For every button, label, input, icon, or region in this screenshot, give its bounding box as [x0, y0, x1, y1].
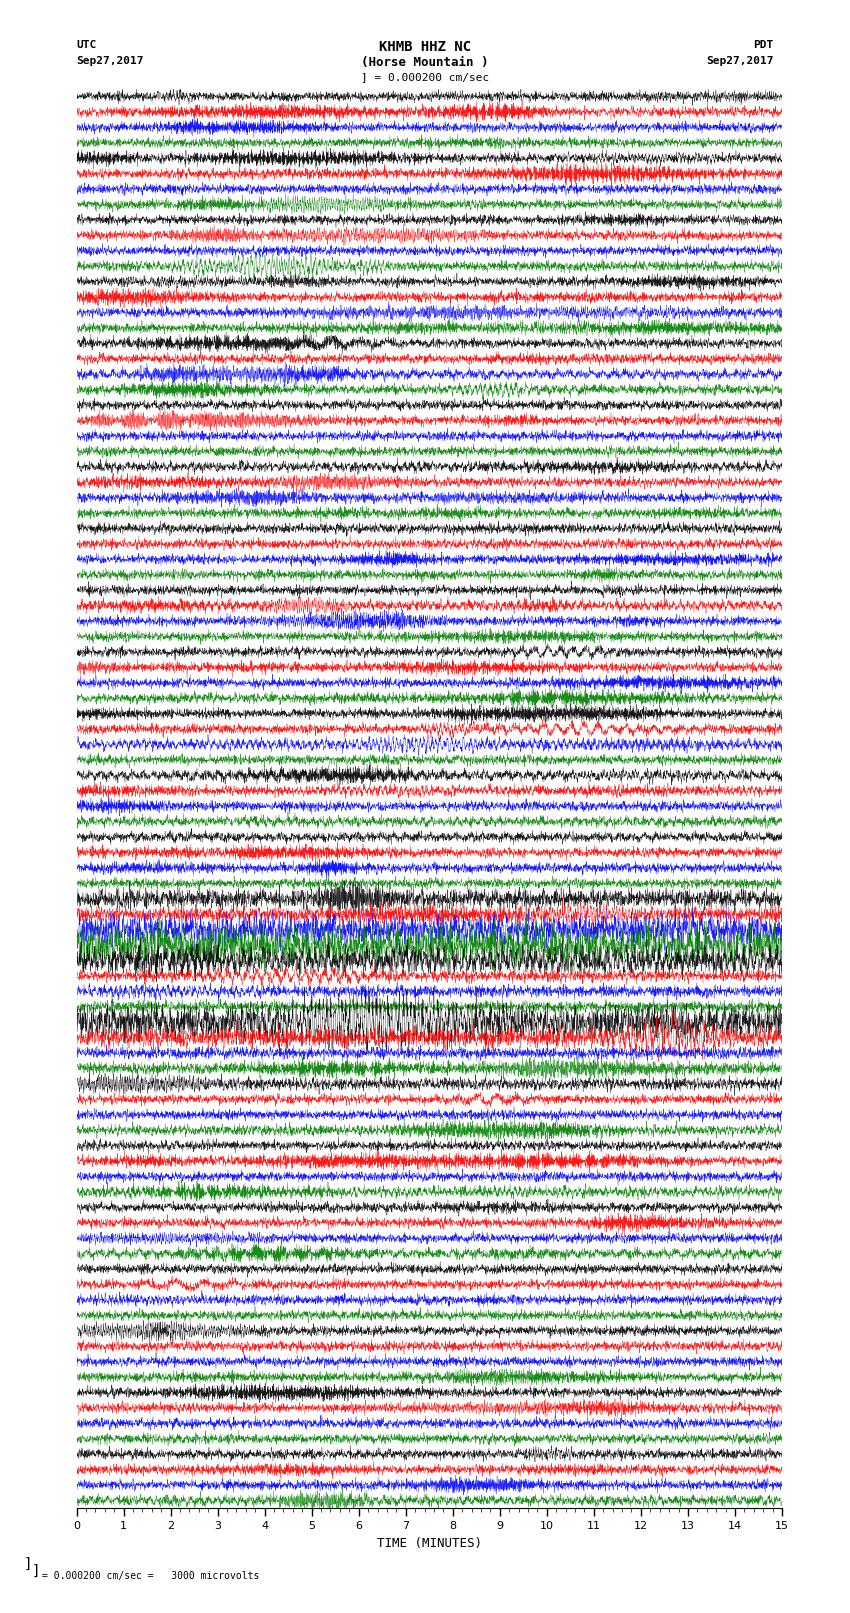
Text: UTC: UTC — [76, 40, 97, 50]
Text: PDT: PDT — [753, 40, 774, 50]
Text: ]: ] — [31, 1563, 40, 1578]
Text: (Horse Mountain ): (Horse Mountain ) — [361, 56, 489, 69]
Text: Sep27,2017: Sep27,2017 — [76, 56, 144, 66]
Text: ]: ] — [24, 1557, 32, 1571]
Text: Sep27,2017: Sep27,2017 — [706, 56, 774, 66]
Text: ] = 0.000200 cm/sec: ] = 0.000200 cm/sec — [361, 73, 489, 82]
Text: = 0.000200 cm/sec =   3000 microvolts: = 0.000200 cm/sec = 3000 microvolts — [42, 1571, 260, 1581]
X-axis label: TIME (MINUTES): TIME (MINUTES) — [377, 1537, 482, 1550]
Text: KHMB HHZ NC: KHMB HHZ NC — [379, 40, 471, 55]
